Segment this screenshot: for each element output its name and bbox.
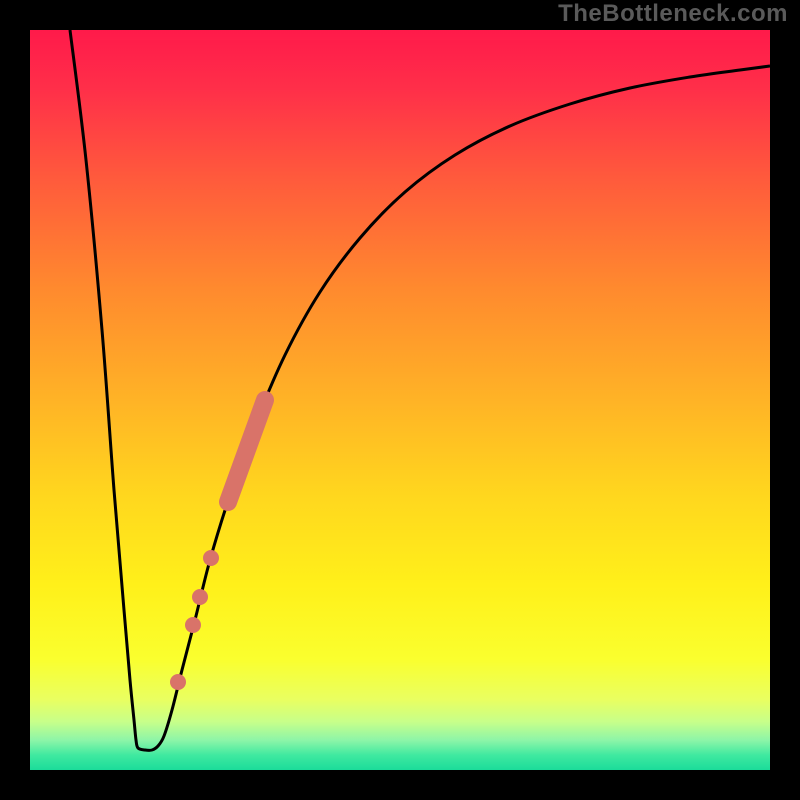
marker-dots: [170, 550, 219, 690]
marker-band: [228, 400, 265, 502]
watermark-text: TheBottleneck.com: [558, 0, 788, 28]
bottleneck-curve: [70, 30, 770, 750]
chart-root: TheBottleneck.com: [0, 0, 800, 800]
curve-overlay: [30, 30, 770, 770]
plot-area: [30, 30, 770, 770]
